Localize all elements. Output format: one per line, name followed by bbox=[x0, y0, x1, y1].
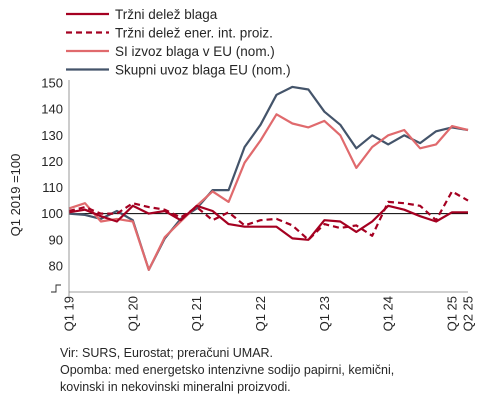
y-axis-title: Q1 2019 =100 bbox=[8, 154, 23, 237]
series-line-skupni-uvoz-blaga-eu-nom bbox=[68, 85, 469, 271]
y-tick-label: 100 bbox=[41, 206, 63, 221]
source-note: Vir: SURS, Eurostat; preračuni UMAR. bbox=[60, 346, 274, 360]
y-tick-label: 110 bbox=[42, 180, 63, 195]
x-tick-label: Q1 23 bbox=[317, 296, 332, 331]
chart-notes: Vir: SURS, Eurostat; preračuni UMAR. Opo… bbox=[60, 345, 485, 396]
y-tick-label: 80 bbox=[49, 258, 63, 273]
y-tick-label: 90 bbox=[49, 232, 63, 247]
series-line-trzni-delez-blaga bbox=[68, 204, 468, 241]
legend-label-trzni-delez-ener-int-proiz: Tržni delež ener. int. proiz. bbox=[115, 26, 273, 41]
y-axis: 80 90 100 110 120 130 140 150 bbox=[41, 76, 70, 296]
series-line-trzni-delez-ener-int-proiz bbox=[68, 190, 469, 241]
x-tick-label: Q1 20 bbox=[125, 296, 140, 331]
footnote-line-1: Opomba: med energetsko intenzivne sodijo… bbox=[60, 363, 395, 377]
y-tick-label: 150 bbox=[41, 76, 63, 91]
series-line-si-izvoz-blaga-v-eu-nom bbox=[68, 113, 469, 271]
plot-area bbox=[68, 85, 469, 271]
y-tick-label: 120 bbox=[41, 154, 63, 169]
x-tick-label: Q1 21 bbox=[189, 296, 204, 331]
x-tick-label: Q1 25 bbox=[445, 296, 460, 331]
x-axis: Q1 19 Q1 20 Q1 21 Q1 22 Q1 23 Q1 24 Q1 25 Q2 25 bbox=[62, 291, 476, 331]
x-tick-label: Q1 19 bbox=[62, 296, 77, 331]
x-tick-label: Q2 25 bbox=[461, 296, 476, 331]
chart-legend: Tržni delež blaga Tržni delež ener. int. … bbox=[66, 7, 291, 78]
footnote-line-2: kovinski in nekovinski mineralni proizvo… bbox=[60, 380, 291, 394]
y-tick-label: 130 bbox=[41, 128, 63, 143]
y-axis-break-marker bbox=[51, 284, 61, 293]
legend-label-si-izvoz-blaga-v-eu-nom: SI izvoz blaga v EU (nom.) bbox=[115, 44, 275, 59]
x-tick-label: Q1 24 bbox=[381, 296, 396, 331]
x-tick-label: Q1 22 bbox=[253, 296, 268, 331]
y-tick-label: 140 bbox=[41, 102, 63, 117]
legend-label-trzni-delez-blaga: Tržni delež blaga bbox=[115, 7, 218, 22]
legend-label-skupni-uvoz-blaga-eu-nom: Skupni uvoz blaga EU (nom.) bbox=[115, 63, 291, 78]
line-chart: Tržni delež blaga Tržni delež ener. int. … bbox=[8, 7, 476, 331]
